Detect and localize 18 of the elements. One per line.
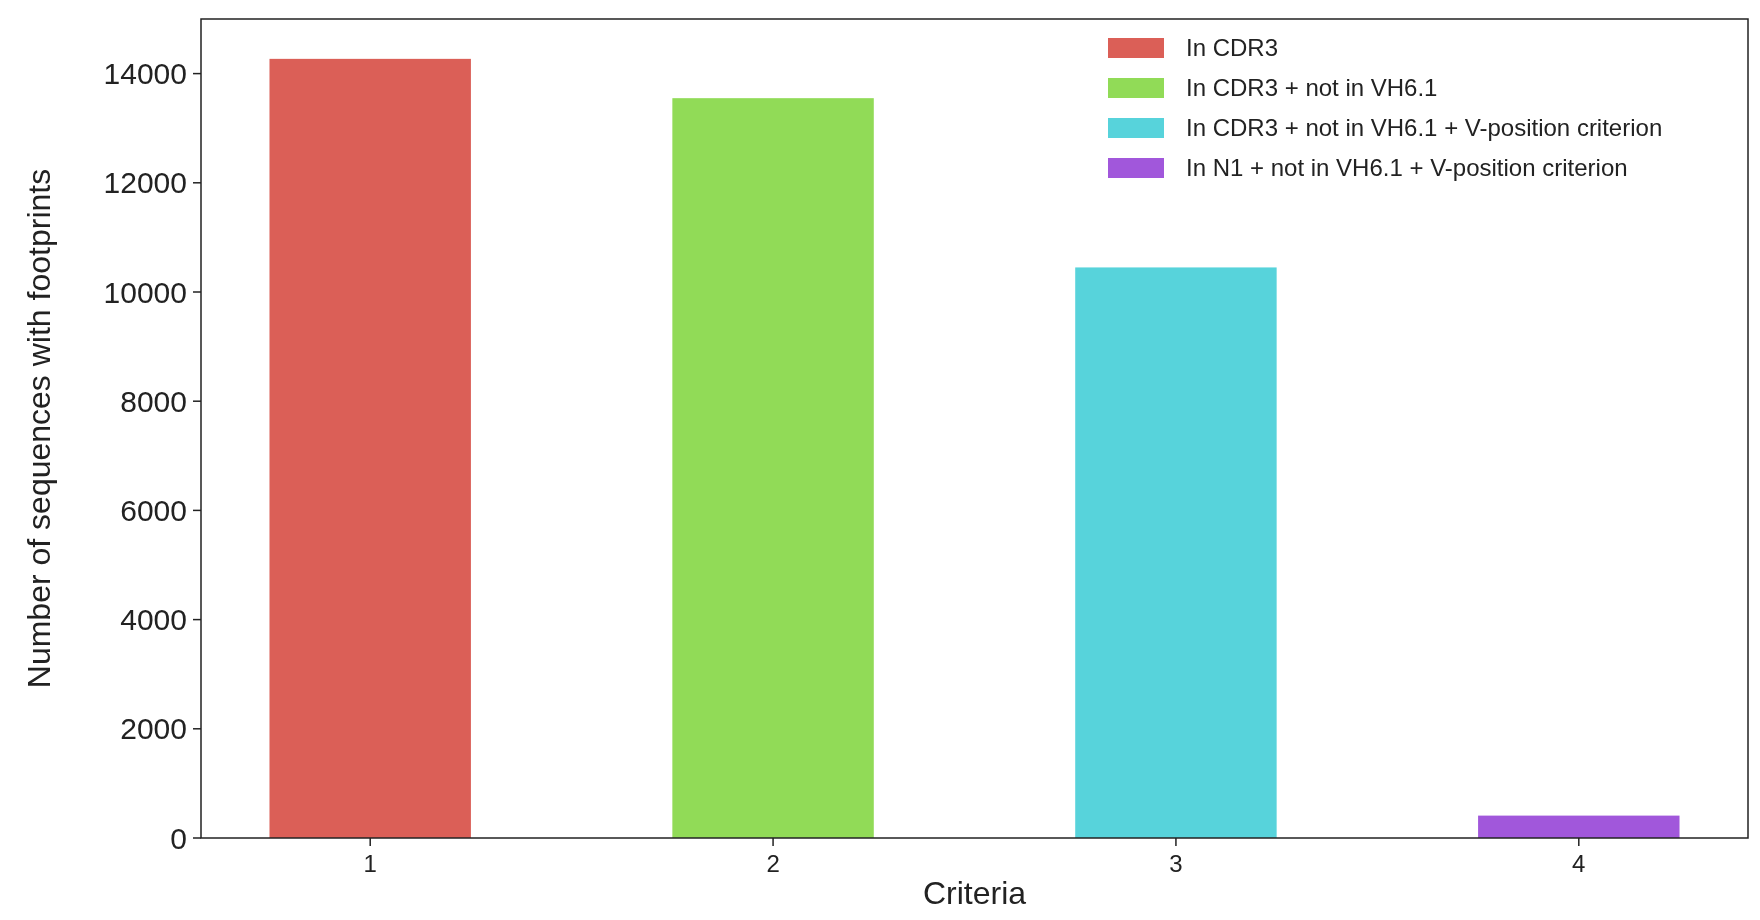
x-tick-label: 2 — [766, 850, 780, 877]
x-tick-label: 3 — [1169, 850, 1183, 877]
y-tick-label: 14000 — [103, 57, 187, 91]
legend-label: In CDR3 — [1186, 34, 1279, 62]
x-tick-label: 1 — [363, 850, 377, 877]
y-tick-label: 8000 — [120, 384, 187, 418]
x-axis-title: Criteria — [922, 875, 1027, 911]
x-tick-label: 4 — [1572, 850, 1586, 877]
y-axis-title: Number of sequences with footprints — [21, 168, 57, 689]
y-tick-label: 6000 — [120, 493, 187, 527]
y-tick-label: 0 — [170, 821, 187, 855]
legend-label: In CDR3 + not in VH6.1 — [1186, 74, 1438, 102]
y-tick-label: 4000 — [120, 603, 187, 637]
legend-label: In N1 + not in VH6.1 + V-position criterion — [1186, 154, 1628, 182]
legend-label: In CDR3 + not in VH6.1 + V-position criterion — [1186, 114, 1663, 142]
y-tick-label: 2000 — [120, 712, 187, 746]
y-tick-label: 10000 — [103, 275, 187, 309]
y-tick-label: 12000 — [103, 166, 187, 200]
